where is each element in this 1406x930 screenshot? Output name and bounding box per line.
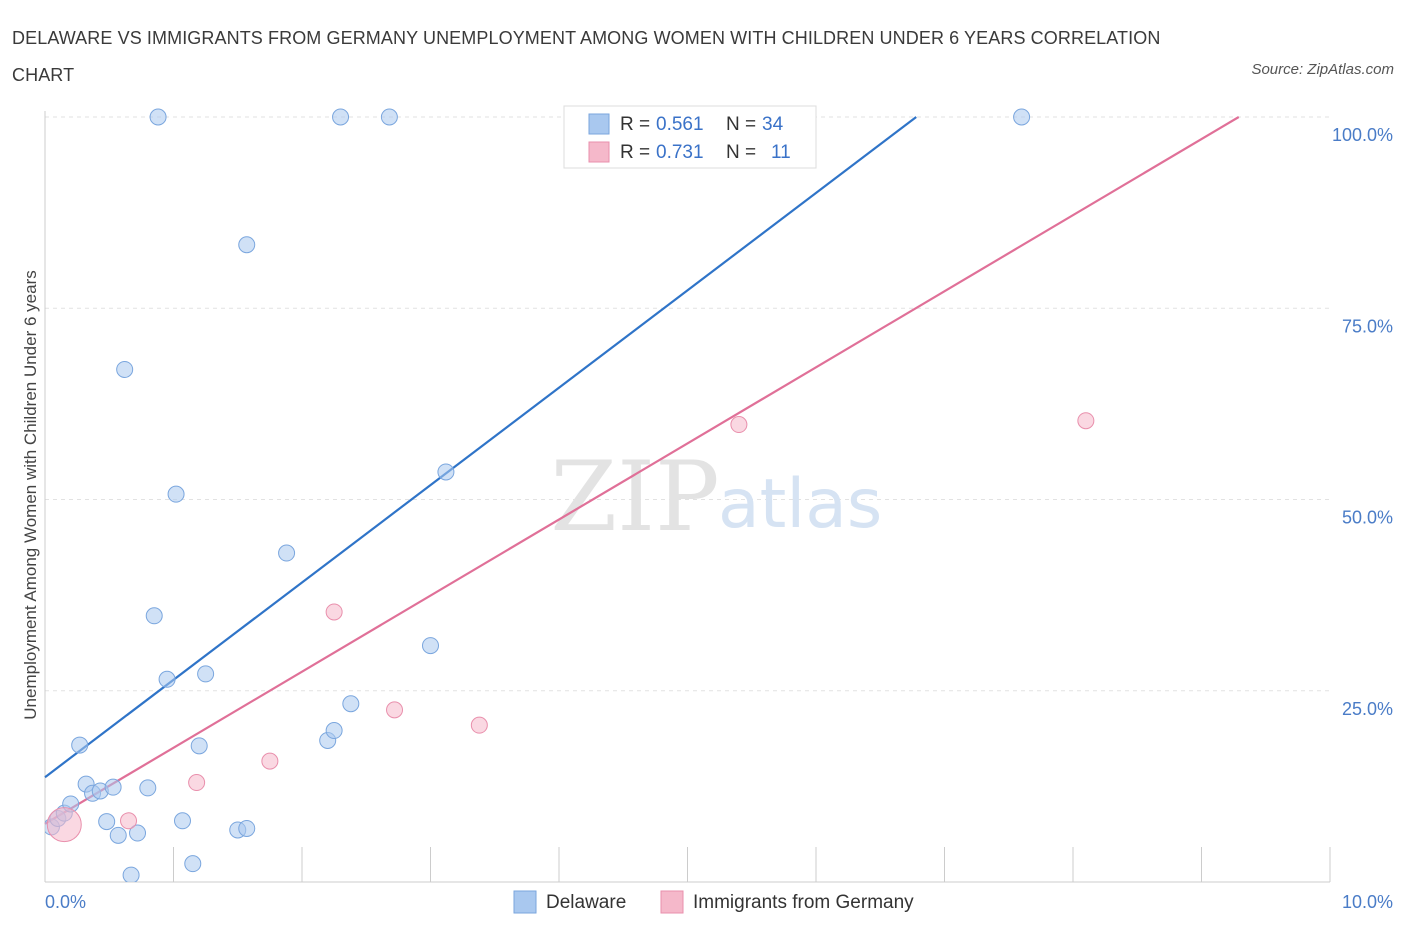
point-delaware [98,813,116,831]
point-delaware [278,544,296,562]
stats-r-germany: 0.731 [656,142,704,163]
stats-n-delaware: 34 [762,114,784,135]
watermark: ZIP atlas [550,441,882,553]
x-tick-labels: 0.0% 10.0% [45,892,1393,912]
point-delaware [167,485,185,503]
point-delaware [190,737,208,755]
point-germany [386,701,404,719]
legend-label-delaware: Delaware [546,892,626,913]
point-delaware [129,824,147,842]
point-delaware [104,778,122,796]
point-delaware [380,108,398,126]
stats-r-delaware: 0.561 [656,114,704,135]
watermark-zip: ZIP [550,441,719,553]
y-tick-labels: 25.0% 50.0% 75.0% 100.0% [1332,125,1393,719]
point-germany [120,812,138,830]
point-germany [46,807,82,843]
gridlines [45,116,1330,692]
point-delaware [116,360,134,378]
trend-line-germany [44,116,1240,825]
legend-swatch-germany [660,890,684,914]
point-delaware [71,736,89,754]
stats-n-germany: 11 [771,142,791,163]
y-tick-label: 75.0% [1342,316,1393,336]
x-tick-label: 0.0% [45,892,86,912]
point-delaware [122,866,140,882]
point-germany [1077,412,1095,430]
source-label: Source: ZipAtlas.com [1251,61,1394,78]
stats-n-label-delaware: N = [726,114,756,135]
legend-label-germany: Immigrants from Germany [693,892,914,913]
point-germany [188,774,206,792]
point-delaware [149,108,167,126]
watermark-atlas: atlas [718,465,882,544]
point-delaware [145,607,163,625]
stats-n-label-germany: N = [726,142,756,163]
axes [44,111,1331,883]
stats-swatch-delaware [588,113,610,135]
point-delaware [332,108,350,126]
trend-line-delaware [44,116,917,779]
x-tick-label: 10.0% [1342,892,1393,912]
point-germany [470,716,488,734]
point-delaware [139,779,157,797]
point-delaware [1013,108,1031,126]
stats-box: R = 0.561 N = 34 R = 0.731 N = 11 [563,105,817,169]
y-axis-title: Unemployment Among Women with Children U… [21,270,40,719]
point-delaware [109,826,127,844]
point-delaware [325,722,343,740]
point-delaware [158,670,176,688]
data-points [45,108,1095,882]
point-germany [730,416,748,434]
chart-title: DELAWARE VS IMMIGRANTS FROM GERMANY UNEM… [12,28,1161,85]
point-delaware [197,665,215,683]
point-delaware [238,819,256,837]
point-delaware [238,236,256,254]
legend: Delaware Immigrants from Germany [513,890,914,914]
point-delaware [173,812,191,830]
point-germany [261,752,279,770]
point-delaware [437,463,455,481]
point-delaware [422,637,439,655]
stats-r-label-delaware: R = [620,114,650,135]
stats-r-label-germany: R = [620,142,650,163]
point-delaware [184,855,202,873]
point-germany [325,603,343,621]
point-delaware [342,695,360,713]
y-tick-label: 100.0% [1332,125,1393,145]
y-tick-label: 50.0% [1342,508,1393,528]
y-tick-label: 25.0% [1342,699,1393,719]
legend-swatch-delaware [513,890,537,914]
stats-swatch-germany [588,141,610,163]
trend-lines [44,116,1240,825]
